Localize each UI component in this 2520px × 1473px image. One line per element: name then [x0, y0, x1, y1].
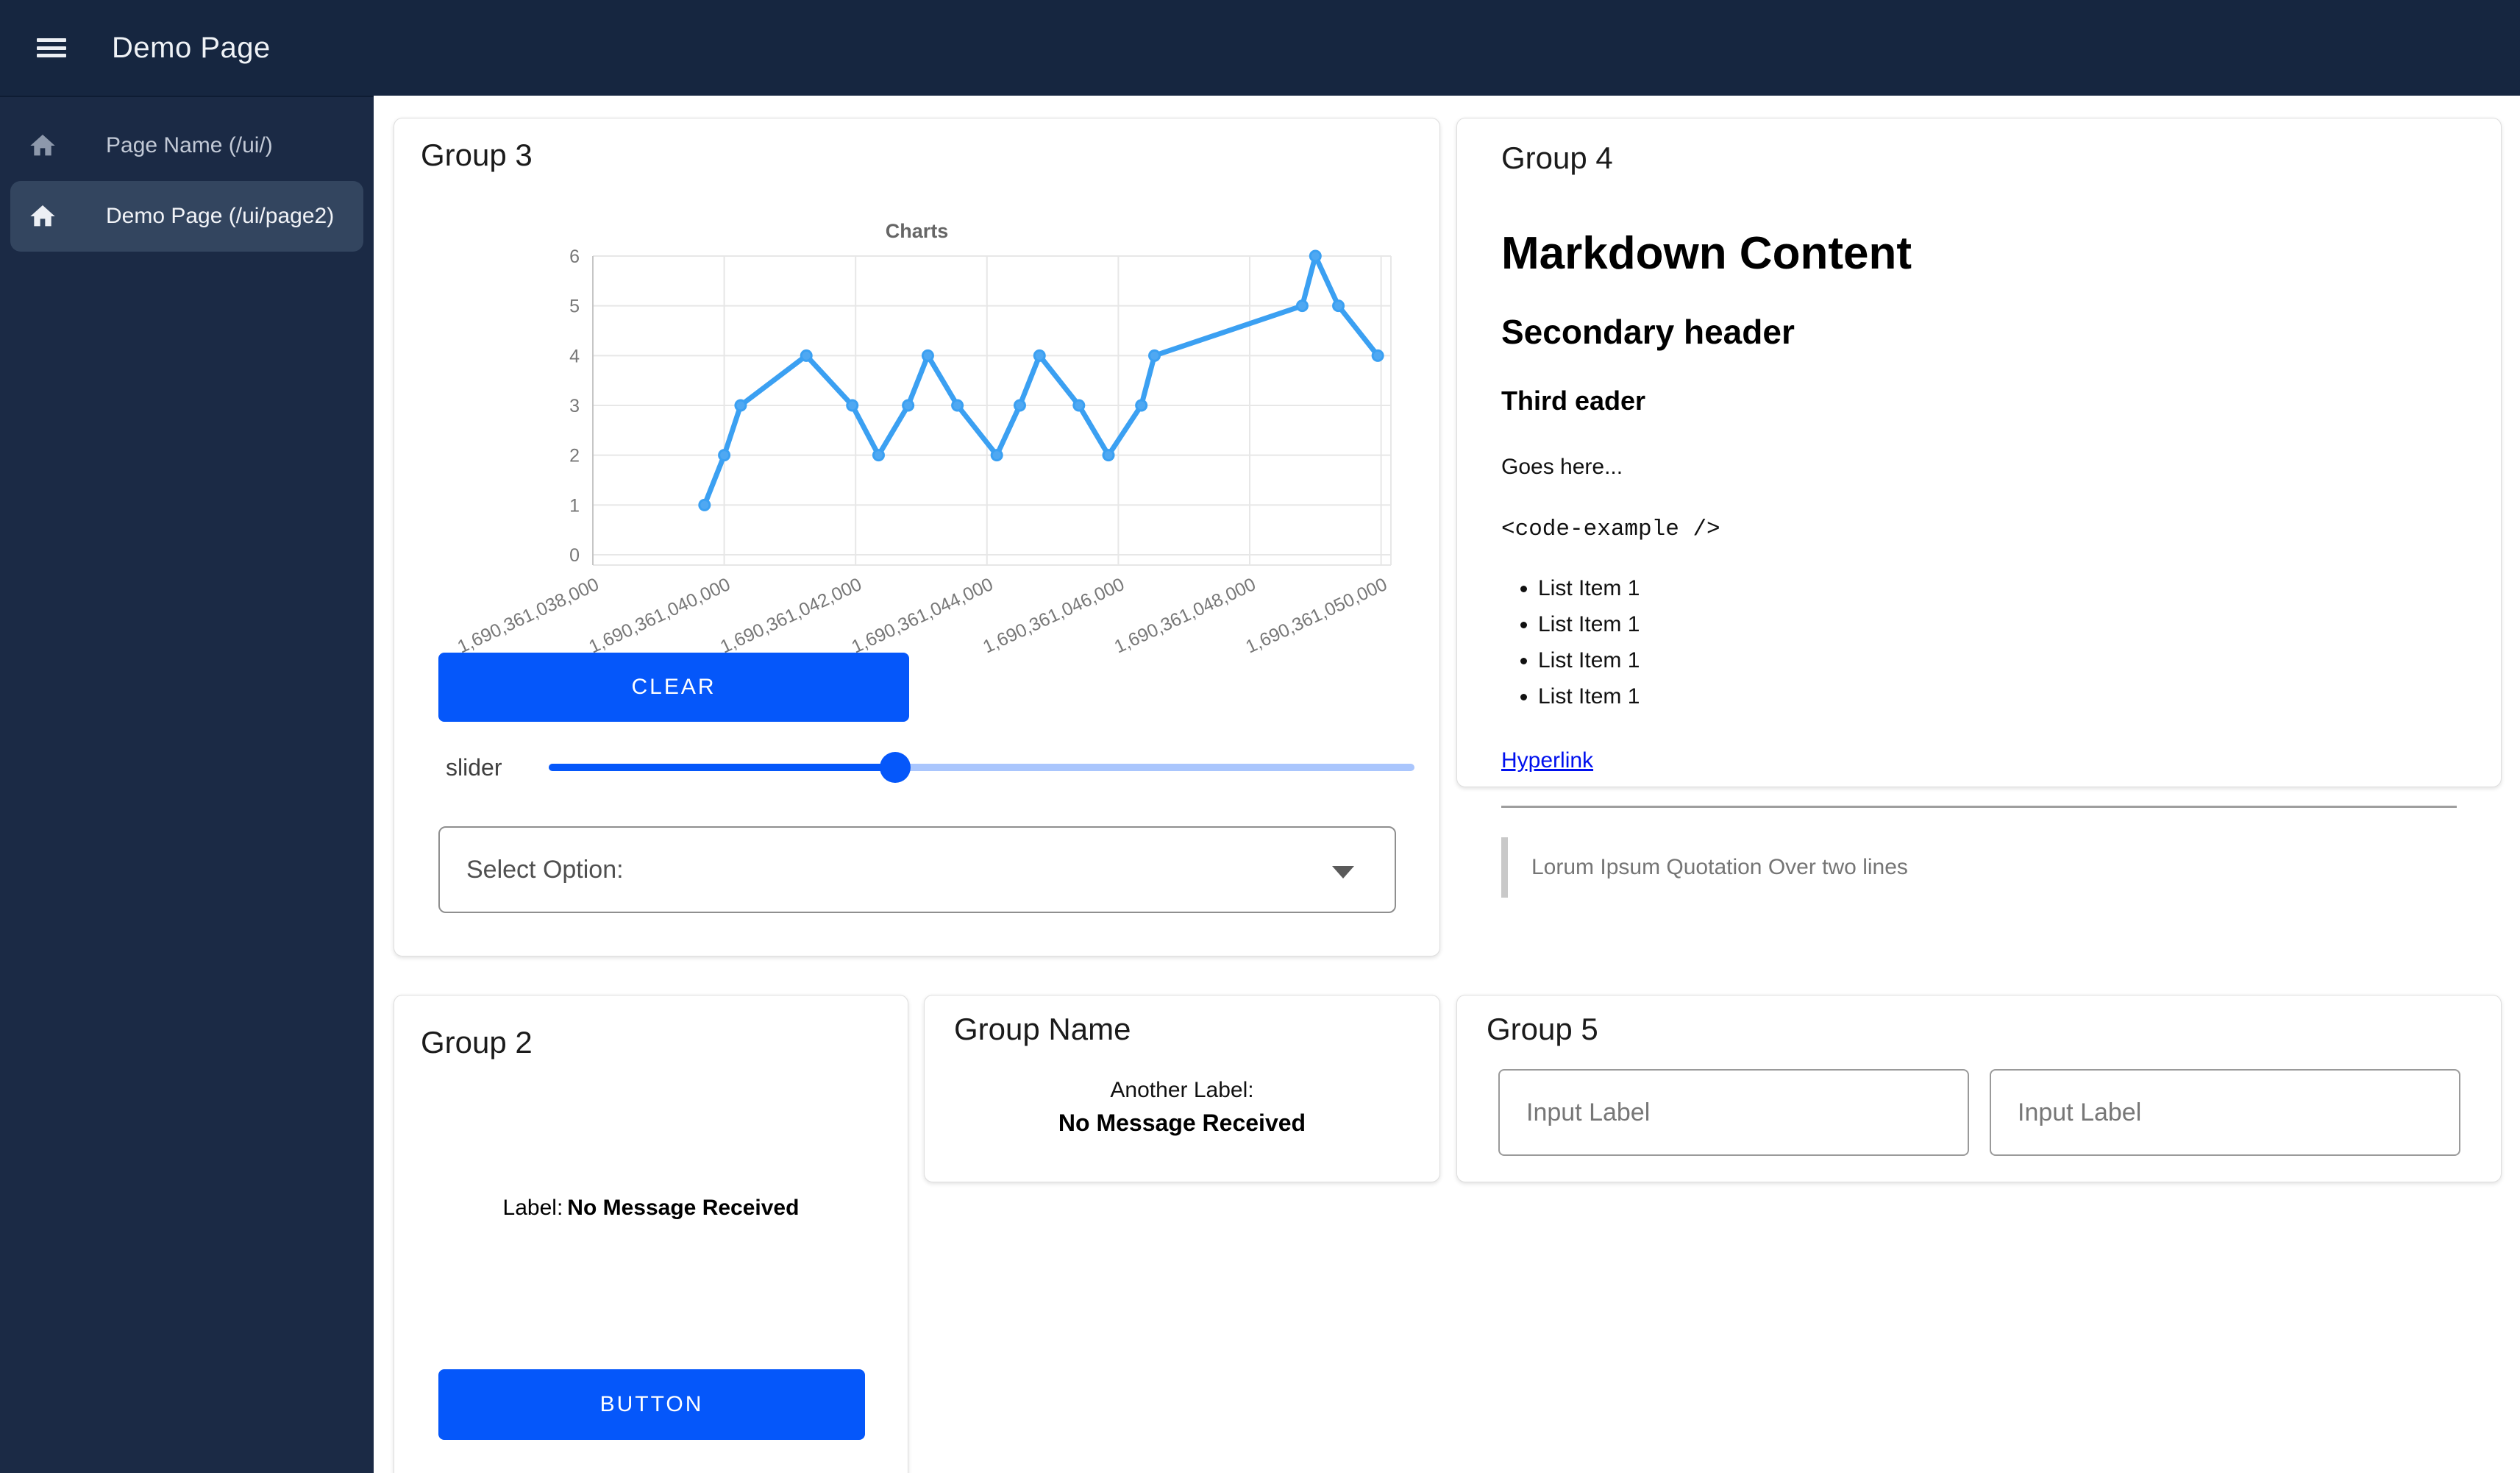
group2-card: Group 2 Label: No Message Received BUTTON: [394, 995, 908, 1473]
svg-text:1,690,361,050,000: 1,690,361,050,000: [1242, 574, 1390, 658]
markdown-list-item: List Item 1: [1538, 648, 2457, 673]
menu-icon[interactable]: [37, 38, 66, 57]
svg-text:1,690,361,044,000: 1,690,361,044,000: [848, 574, 996, 658]
group2-button[interactable]: BUTTON: [438, 1369, 865, 1440]
svg-text:4: 4: [569, 346, 580, 366]
another-label: Another Label:: [1110, 1078, 1254, 1102]
sidebar-item-label: Demo Page (/ui/page2): [106, 204, 335, 228]
slider-fill: [549, 764, 895, 771]
app-title: Demo Page: [112, 31, 271, 64]
svg-text:1,690,361,042,000: 1,690,361,042,000: [717, 574, 865, 658]
sidebar-item-page-name[interactable]: Page Name (/ui/): [0, 110, 374, 181]
svg-text:1: 1: [569, 495, 580, 516]
another-label-value: No Message Received: [1058, 1110, 1306, 1136]
markdown-blockquote: Lorum Ipsum Quotation Over two lines: [1501, 837, 2457, 898]
group5-inputs-row: [1498, 1069, 2460, 1156]
markdown-list: List Item 1 List Item 1 List Item 1 List It…: [1501, 576, 2457, 709]
topbar: Demo Page: [0, 0, 2520, 96]
group-name-title: Group Name: [954, 1012, 1131, 1046]
svg-text:1,690,361,046,000: 1,690,361,046,000: [980, 574, 1128, 658]
select-option-dropdown[interactable]: Select Option:: [438, 826, 1396, 913]
sidebar-item-label: Page Name (/ui/): [106, 133, 273, 157]
slider-row: slider: [421, 748, 1414, 787]
markdown-paragraph: Goes here...: [1501, 455, 1623, 479]
svg-text:2: 2: [569, 446, 580, 466]
horizontal-rule: [1501, 806, 2457, 808]
line-chart: 0 1 2 3 4 5 6 1,690,361,038,0001,690,361,040,00…: [455, 220, 1392, 658]
group5-title: Group 5: [1487, 1012, 1598, 1046]
svg-text:Charts: Charts: [886, 220, 949, 242]
svg-text:5: 5: [569, 297, 580, 317]
group2-label: Label:: [502, 1196, 563, 1220]
svg-text:0: 0: [569, 545, 580, 566]
group2-label-row: Label: No Message Received: [394, 1196, 908, 1221]
markdown-list-item: List Item 1: [1538, 612, 2457, 637]
group-name-card: Group Name Another Label: No Message Rec…: [924, 995, 1440, 1182]
slider-track[interactable]: [549, 764, 1414, 771]
home-icon: [28, 131, 57, 160]
markdown-h3: Third eader: [1501, 386, 1646, 416]
home-icon: [28, 202, 57, 231]
svg-text:1,690,361,038,000: 1,690,361,038,000: [455, 574, 602, 658]
group2-value: No Message Received: [567, 1196, 800, 1220]
slider-label: slider: [446, 753, 502, 781]
main-content: Group 3 0 1 2 3 4 5 6 1,690,361,038,000 1,690,36…: [374, 96, 2520, 1473]
select-label: Select Option:: [466, 855, 624, 884]
markdown-h2: Secondary header: [1501, 313, 1795, 351]
input-field-2[interactable]: [1990, 1069, 2460, 1156]
clear-button[interactable]: CLEAR: [438, 653, 909, 722]
hyperlink[interactable]: Hyperlink: [1501, 748, 1594, 773]
group4-title: Group 4: [1501, 141, 1613, 175]
svg-text:3: 3: [569, 396, 580, 416]
slider-thumb[interactable]: [879, 752, 911, 783]
group5-card: Group 5: [1456, 995, 2502, 1182]
markdown-list-item: List Item 1: [1538, 576, 2457, 601]
svg-text:1,690,361,040,000: 1,690,361,040,000: [585, 574, 733, 658]
chevron-down-icon: [1332, 866, 1354, 879]
slider[interactable]: [549, 748, 1414, 787]
markdown-list-item: List Item 1: [1538, 684, 2457, 709]
group3-title: Group 3: [421, 138, 533, 172]
group4-card: Group 4 Markdown Content Secondary heade…: [1456, 118, 2502, 898]
svg-text:1,690,361,048,000: 1,690,361,048,000: [1111, 574, 1259, 658]
input-field-1[interactable]: [1498, 1069, 1969, 1156]
sidebar-item-demo-page[interactable]: Demo Page (/ui/page2): [10, 181, 363, 252]
group3-card: Group 3 0 1 2 3 4 5 6 1,690,361,038,000 1,690,36…: [394, 118, 1440, 956]
sidebar: Page Name (/ui/) Demo Page (/ui/page2): [0, 96, 374, 1473]
markdown-content: Markdown Content Secondary header Third …: [1501, 227, 2457, 898]
svg-text:6: 6: [569, 246, 580, 267]
group2-title: Group 2: [421, 1025, 533, 1060]
markdown-code: <code-example />: [1501, 517, 1720, 542]
markdown-h1: Markdown Content: [1501, 228, 1912, 279]
